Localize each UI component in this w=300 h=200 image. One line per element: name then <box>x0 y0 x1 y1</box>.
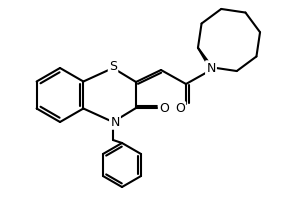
Text: N: N <box>110 116 120 129</box>
Text: S: S <box>109 60 117 72</box>
Text: N: N <box>206 62 216 74</box>
Text: O: O <box>159 102 169 114</box>
Text: O: O <box>175 102 185 116</box>
